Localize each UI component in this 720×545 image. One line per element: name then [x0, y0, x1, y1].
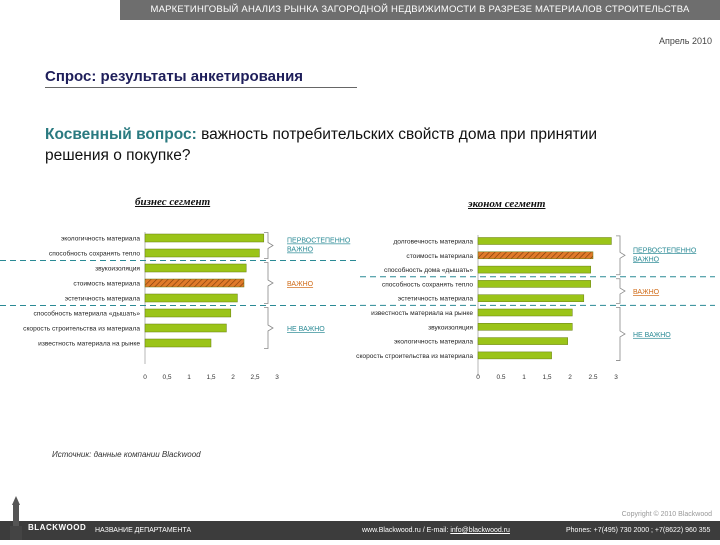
question-text: Косвенный вопрос: важность потребительск… [45, 124, 655, 166]
footer-phones: Phones: +7(495) 730 2000 ; +7(8622) 960 … [566, 527, 711, 534]
category-label-0-1: способность сохранять тепло [49, 250, 140, 258]
tick-label-0-2: 1 [187, 374, 191, 381]
group-brace-1-0 [616, 235, 626, 276]
bar-0-1 [144, 248, 260, 258]
category-label-1-4: эстетичность материала [398, 296, 474, 303]
tick-label-1-2: 1 [522, 374, 526, 381]
bar-1-4 [477, 294, 585, 302]
logo-tower-icon [10, 496, 22, 540]
bar-1-2 [477, 265, 591, 274]
header-banner: МАРКЕТИНГОВЫЙ АНАЛИЗ РЫНКА ЗАГОРОДНОЙ НЕ… [120, 0, 720, 20]
tick-label-0-6: 3 [275, 374, 279, 381]
category-label-0-7: известность материала на рынке [38, 341, 140, 348]
category-label-0-6: скорость строительства из материала [23, 326, 140, 333]
footer-web: www.Blackwood.ru / E-mail: info@blackwoo… [362, 521, 510, 540]
category-label-0-5: способность материала «дышать» [34, 310, 141, 318]
category-label-0-0: экологичность материала [61, 236, 140, 243]
category-label-1-3: способность сохранять тепло [382, 280, 473, 288]
group-label-0-1: ВАЖНО [287, 281, 314, 288]
group-label-1-1: ВАЖНО [633, 289, 660, 296]
report-date: Апрель 2010 [658, 36, 712, 46]
bar-0-3 [144, 278, 245, 288]
tick-label-0-4: 2 [231, 374, 235, 381]
category-label-1-2: способность дома «дышать» [384, 266, 473, 274]
group-label-1-0-1: ВАЖНО [633, 256, 660, 263]
category-label-0-3: стоимость материала [73, 281, 140, 288]
group-brace-0-0 [264, 232, 274, 259]
category-label-0-4: эстетичность материала [65, 296, 141, 303]
group-brace-1-1 [616, 278, 626, 304]
bar-1-6 [477, 323, 573, 331]
blackwood-logo: BLACKWOOD [8, 496, 86, 540]
tick-label-1-6: 3 [614, 374, 618, 381]
group-brace-0-2 [264, 307, 274, 349]
category-label-1-0: долговечность материала [393, 239, 473, 246]
bar-0-6 [144, 323, 227, 333]
tick-label-1-0: 0 [476, 374, 480, 381]
bar-1-5 [477, 308, 573, 317]
category-label-1-1: стоимость материала [406, 253, 473, 260]
footer-bar: НАЗВАНИЕ ДЕПАРТАМЕНТА www.Blackwood.ru /… [0, 521, 720, 540]
bar-1-0 [477, 237, 612, 245]
economy-segment-title: эконом сегмент [468, 198, 546, 210]
survey-charts: экологичность материала способность сохра… [0, 232, 715, 381]
footer-email-link[interactable]: info@blackwood.ru [450, 527, 510, 534]
group-label-1-2: НЕ ВАЖНО [633, 332, 671, 339]
tick-label-1-1: 0.5 [496, 374, 505, 381]
tick-label-0-0: 0 [143, 374, 147, 381]
group-label-0-0-0: ПЕРВОСТЕПЕННО [287, 238, 351, 245]
bar-1-3 [477, 280, 591, 288]
tick-label-0-5: 2,5 [250, 374, 259, 381]
group-brace-1-2 [616, 306, 626, 361]
bar-0-0 [144, 233, 265, 243]
category-label-0-2: звукоизоляция [95, 266, 140, 273]
bar-1-7 [477, 337, 568, 345]
source-note: Источник: данные компании Blackwood [52, 450, 201, 459]
group-label-0-2: НЕ ВАЖНО [287, 326, 325, 333]
category-label-1-6: звукоизоляция [428, 324, 473, 331]
category-label-1-8: скорость строительства из материала [356, 353, 473, 360]
logo-text: BLACKWOOD [28, 523, 87, 532]
bar-0-5 [144, 308, 232, 318]
tick-label-1-5: 2.5 [588, 374, 597, 381]
bar-0-7 [144, 338, 212, 348]
tick-label-0-1: 0,5 [162, 374, 171, 381]
category-label-1-5: известность материала на рынке [371, 310, 473, 317]
copyright: Copyright © 2010 Blackwood [621, 511, 712, 518]
question-label: Косвенный вопрос: [45, 126, 197, 143]
category-label-1-7: экологичность материала [394, 339, 473, 346]
slide-title: Спрос: результаты анкетирования [45, 68, 304, 85]
group-label-0-0-1: ВАЖНО [287, 247, 314, 254]
footer-web-text: www.Blackwood.ru / E-mail: [362, 527, 451, 534]
bar-0-2 [144, 263, 247, 273]
bar-1-1 [477, 251, 594, 260]
tick-label-1-4: 2 [568, 374, 572, 381]
group-label-1-0-0: ПЕРВОСТЕПЕННО [633, 247, 697, 254]
tick-label-0-3: 1,5 [206, 374, 215, 381]
footer-department: НАЗВАНИЕ ДЕПАРТАМЕНТА [95, 527, 192, 534]
bar-1-8 [477, 351, 552, 360]
tick-label-1-3: 1,5 [542, 374, 551, 381]
bar-0-4 [144, 293, 238, 303]
business-segment-title: бизнес сегмент [135, 196, 211, 208]
question-body: важность потребительских свойств дома пр… [45, 126, 598, 164]
group-brace-0-1 [264, 262, 274, 304]
title-underline [45, 87, 357, 88]
